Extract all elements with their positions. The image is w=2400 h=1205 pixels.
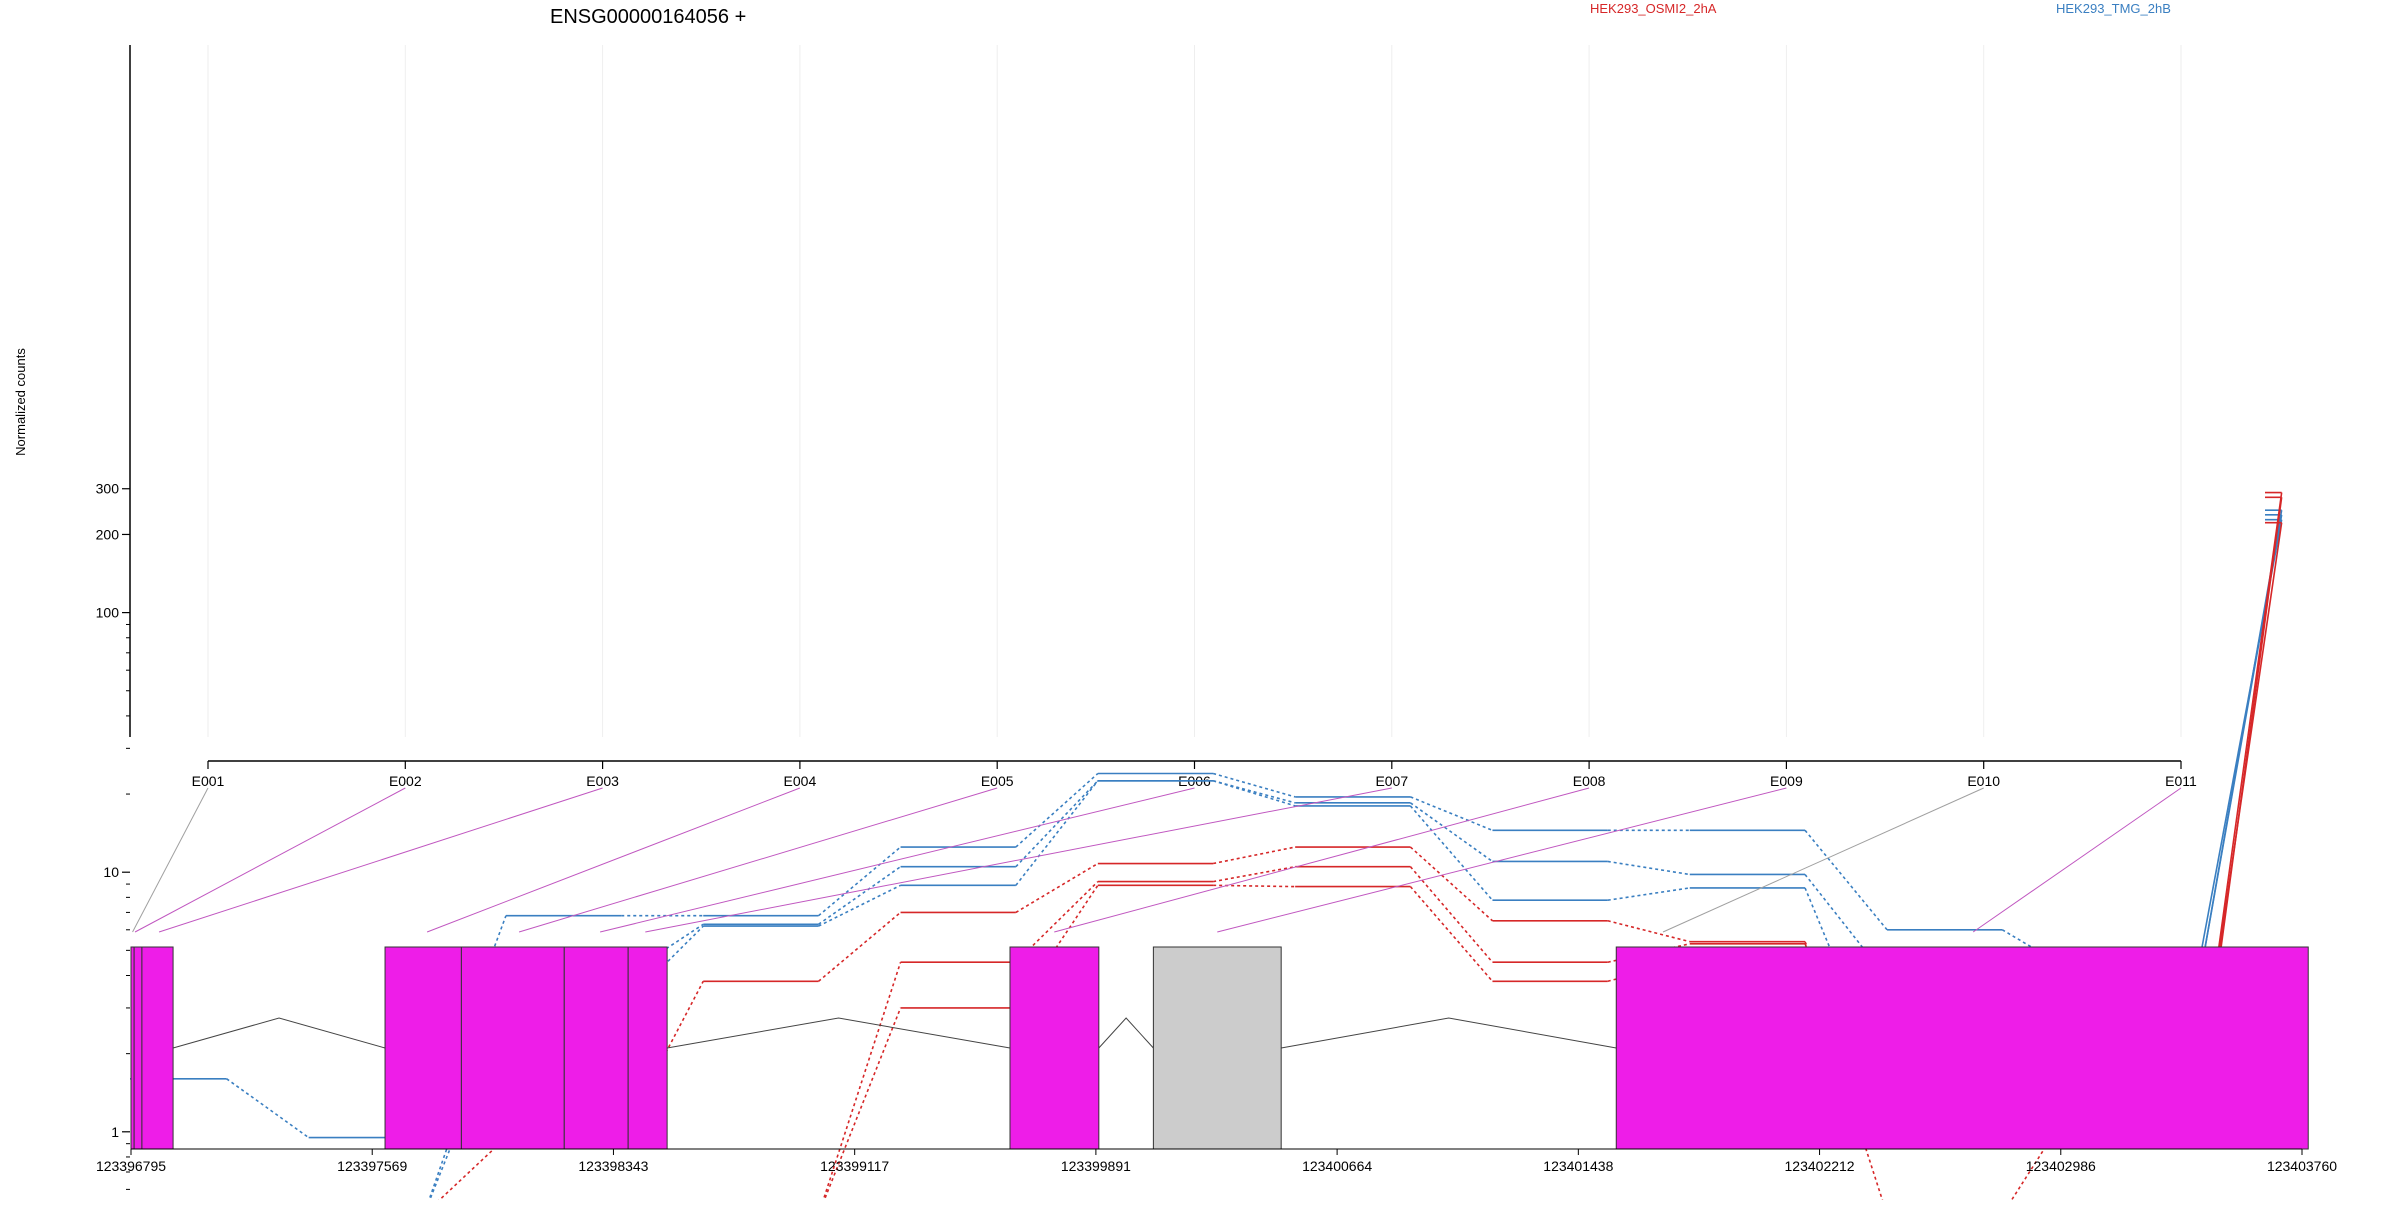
series-join [1015, 862, 1099, 914]
grid-layer [207, 45, 2182, 737]
series-join [226, 1078, 310, 1139]
exon-block [627, 946, 668, 1150]
y-tick-label: 10 [103, 864, 119, 880]
series-join [818, 884, 901, 927]
coordinate-label: 123398343 [578, 1158, 648, 1174]
x-tick-label: E004 [784, 773, 817, 789]
coordinate-label: 123401438 [1543, 1158, 1613, 1174]
coordinate-label: 123396795 [96, 1158, 166, 1174]
series-join [1409, 805, 1494, 901]
series-join [1212, 772, 1296, 798]
chart-title: ENSG00000164056 + [550, 6, 746, 28]
series-join [818, 911, 902, 982]
exon-connector [599, 787, 1195, 933]
y-tick-label: 100 [96, 605, 120, 621]
series-join [1213, 865, 1296, 883]
series-join [1409, 866, 1494, 963]
connector-layer [132, 787, 2182, 933]
series-join [1607, 919, 1690, 943]
series-join [818, 846, 902, 917]
intron-line [1281, 1017, 1617, 1049]
text-layer: ENSG00000164056 + HEK293_OSMI2_2hA HEK29… [13, 1, 2171, 456]
legend-label-osmi2: HEK293_OSMI2_2hA [1590, 1, 1717, 16]
intron-line [667, 1017, 1011, 1049]
legend-label-tmg: HEK293_TMG_2hB [2056, 1, 2171, 16]
series-join [1409, 886, 1494, 982]
series-join [820, 961, 902, 1205]
exon-block [1152, 946, 1282, 1150]
coordinate-label: 123402212 [1785, 1158, 1855, 1174]
exon-connector [158, 787, 603, 933]
exon-block [141, 946, 174, 1150]
exon-connector [1217, 787, 1787, 933]
y-tick-label: 300 [96, 481, 120, 497]
x-tick-label: E008 [1573, 773, 1606, 789]
exon-connector [518, 787, 998, 933]
x-tick-label: E005 [981, 773, 1014, 789]
exon-connector [1662, 787, 1984, 933]
x-tick-label: E003 [586, 773, 619, 789]
series-join [1212, 780, 1296, 807]
exon-connector [645, 787, 1392, 933]
coordinate-label: 123397569 [337, 1158, 407, 1174]
x-tick-label: E002 [389, 773, 422, 789]
intron-line [172, 1017, 386, 1049]
series-join [1607, 887, 1690, 902]
series-join [1804, 829, 1888, 931]
x-tick-label: E001 [192, 773, 225, 789]
series-join [1409, 846, 1493, 922]
exon-block [1009, 946, 1100, 1150]
exon-connector [1054, 787, 1590, 933]
series-join [1015, 780, 1099, 886]
coordinate-label: 123403760 [2267, 1158, 2337, 1174]
exon-block [1615, 946, 2309, 1150]
x-tick-label: E011 [2165, 773, 2197, 789]
exon-connector [1972, 787, 2182, 933]
series-join [1410, 796, 1493, 832]
gene-model: 123396795 123397569 123398343 123399117 1233… [96, 946, 2337, 1174]
coordinate-label: 123399117 [820, 1158, 889, 1174]
y-axis-label: Normalized counts [13, 348, 28, 456]
y-tick-label: 200 [96, 526, 120, 542]
coordinate-label: 123399891 [1061, 1158, 1131, 1174]
exon-connector [426, 787, 801, 933]
series-join [1212, 846, 1296, 865]
coordinate-label: 123402986 [2026, 1158, 2096, 1174]
x-tick-label: E009 [1770, 773, 1803, 789]
exon-block [384, 946, 462, 1150]
series-join [426, 1007, 507, 1205]
x-tick-label: E010 [1967, 773, 2000, 789]
x-tick-label: E007 [1375, 773, 1408, 789]
coordinate-label: 123400664 [1302, 1158, 1372, 1174]
exon-block [563, 946, 629, 1150]
series-join [1015, 772, 1099, 848]
series-join [1607, 860, 1690, 876]
exon-block [133, 946, 143, 1150]
series-join [1409, 802, 1493, 863]
exon-connector [134, 787, 406, 933]
y-tick-label: 1 [111, 1124, 119, 1140]
series-join [821, 1007, 902, 1205]
series-join [1015, 780, 1099, 868]
exon-block [460, 946, 565, 1150]
exon-connector [132, 787, 209, 933]
series-join [818, 866, 902, 925]
intron-line [1098, 1017, 1154, 1049]
